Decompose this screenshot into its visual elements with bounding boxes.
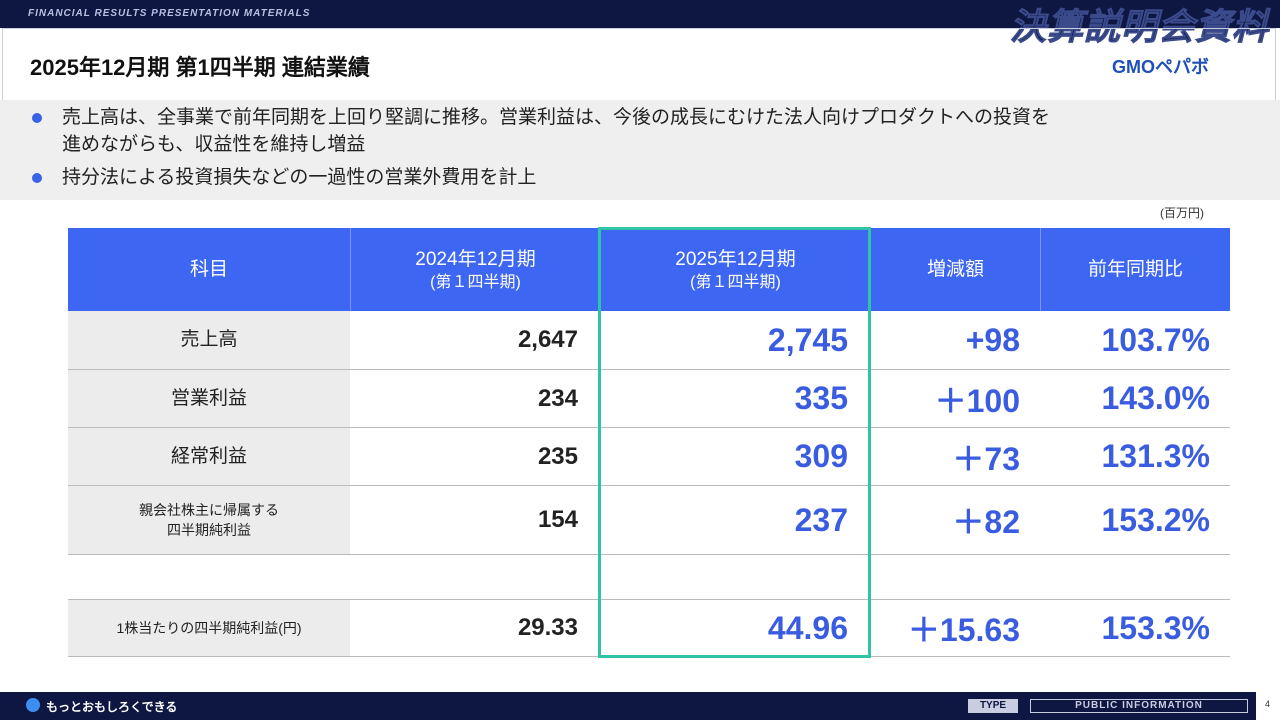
bullet-dot (32, 173, 42, 183)
banner: 決算説明会資料 (1009, 6, 1270, 48)
value-cell: ＋15.63 (870, 600, 1040, 657)
header-cell: 2024年12月期 (第１四半期) (350, 228, 600, 311)
logo: GMOペパボ (1112, 57, 1209, 77)
page-number: 4 (1265, 699, 1271, 709)
header-text: 科目 (189, 258, 228, 280)
row-label-text: 1株当たりの四半期純利益(円) (116, 620, 302, 636)
bottom-bar (0, 692, 1256, 720)
row-label: 親会社株主に帰属する 四半期純利益 (68, 486, 350, 555)
row-label-text: 営業利益 (170, 387, 247, 409)
unit: (百万円) (1160, 206, 1204, 220)
value-cell: 234 (350, 370, 600, 428)
bullet-item: 持分法による投資損失などの一過性の営業外費用を計上 (30, 164, 1050, 191)
title-frame (2, 28, 1276, 100)
row-label-text: 親会社株主に帰属する (139, 502, 279, 518)
value-cell: 153.2% (1040, 486, 1230, 555)
bullet-text: 売上高は、全事業で前年同期を上回り堅調に推移。営業利益は、今後の成長にむけた法人… (62, 107, 1051, 128)
value-cell: 153.3% (1040, 600, 1230, 657)
value-cell: 309 (600, 428, 870, 486)
tagline: FINANCIAL RESULTS PRESENTATION MATERIALS (28, 8, 311, 19)
row-label-text: 売上高 (180, 329, 238, 350)
value-cell: 235 (350, 428, 600, 486)
value-cell: +98 (870, 311, 1040, 370)
bullet-area (0, 100, 1280, 200)
value-cell: ＋73 (870, 428, 1040, 486)
title: 2025年12月期 第1四半期 連結業績 (30, 55, 370, 80)
value-cell: 2,647 (350, 311, 600, 370)
highlight-frame (598, 227, 871, 658)
value-cell: 131.3% (1040, 428, 1230, 486)
row-label: 営業利益 (68, 370, 350, 428)
value-cell: 29.33 (350, 600, 600, 657)
value-cell: 143.0% (1040, 370, 1230, 428)
row-label-text: 四半期純利益 (167, 522, 251, 538)
bullet-dot (32, 113, 42, 123)
slogan: もっとおもしろくできる (46, 700, 178, 714)
classification: PUBLIC INFORMATION (1030, 699, 1248, 713)
header-text: 2024年12月期 (415, 248, 536, 270)
top-bar (0, 0, 1280, 28)
row-label: 売上高 (68, 311, 350, 370)
row-label-text: 経常利益 (170, 445, 247, 467)
value-cell: 237 (600, 486, 870, 555)
header-text: (第１四半期) (690, 273, 781, 291)
row-label: 1株当たりの四半期純利益(円) (68, 600, 350, 657)
header-cell: 2025年12月期 (第１四半期) (600, 228, 870, 311)
header-text: 増減額 (926, 258, 984, 280)
header-text: 2025年12月期 (675, 248, 796, 270)
type-label: TYPE (968, 699, 1018, 713)
header-cell: 前年同期比 (1040, 228, 1230, 311)
row-label: 経常利益 (68, 428, 350, 486)
value-cell: 154 (350, 486, 600, 555)
slogan-icon (26, 698, 40, 712)
value-cell: ＋100 (870, 370, 1040, 428)
bullet-text: 進めながらも、収益性を維持し増益 (62, 134, 366, 155)
header-cell: 増減額 (870, 228, 1040, 311)
header-cell: 科目 (68, 228, 350, 311)
header-text: 前年同期比 (1087, 258, 1183, 280)
value-cell: 335 (600, 370, 870, 428)
bullet-text: 持分法による投資損失などの一過性の営業外費用を計上 (62, 167, 537, 188)
header-text: (第１四半期) (430, 273, 521, 291)
bullet-list: 売上高は、全事業で前年同期を上回り堅調に推移。営業利益は、今後の成長にむけた法人… (30, 104, 1050, 197)
value-cell: 103.7% (1040, 311, 1230, 370)
empty-row (68, 555, 1230, 600)
value-cell: ＋82 (870, 486, 1040, 555)
value-cell: 2,745 (600, 311, 870, 370)
bullet-item: 売上高は、全事業で前年同期を上回り堅調に推移。営業利益は、今後の成長にむけた法人… (30, 104, 1050, 158)
